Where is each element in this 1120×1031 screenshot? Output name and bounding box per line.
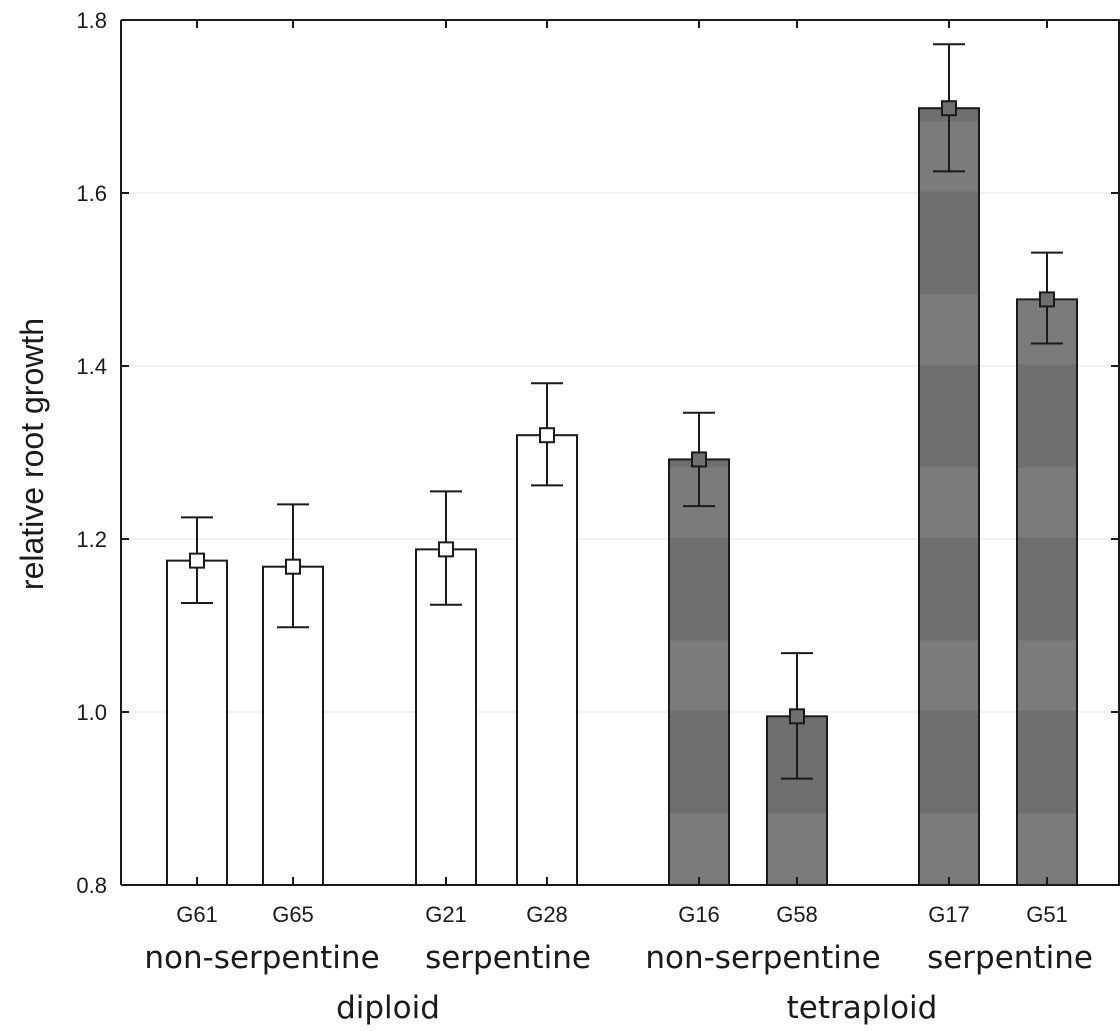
group-label-tetraploid: tetraploid (787, 990, 938, 1026)
category-label-G65: G65 (272, 902, 314, 927)
mean-markers (189, 100, 1055, 725)
bar-band (1018, 813, 1076, 884)
bars (166, 107, 1078, 887)
axes (120, 19, 1120, 886)
y-tick-label: 1.6 (76, 181, 107, 206)
mean-marker-G16 (691, 451, 707, 468)
bar-band (920, 640, 978, 711)
bar-band (920, 294, 978, 365)
mean-marker-G65 (285, 558, 301, 575)
group-label-diploid: diploid (336, 990, 440, 1026)
subgroup-label: non-serpentine (645, 940, 880, 976)
category-label-G21: G21 (425, 902, 467, 927)
mean-marker-G28 (539, 427, 555, 444)
y-tick-label: 1.4 (76, 354, 107, 379)
bar-band (670, 813, 728, 884)
y-tick-label: 1.0 (76, 700, 107, 725)
y-axis-label: relative root growth (14, 318, 50, 590)
subgroup-label: serpentine (927, 940, 1093, 976)
bar-band (1018, 467, 1076, 538)
subgroup-label: non-serpentine (144, 940, 379, 976)
category-label-G61: G61 (176, 902, 218, 927)
y-tick-label: 1.2 (76, 527, 107, 552)
category-label-G16: G16 (678, 902, 720, 927)
bar-band (920, 467, 978, 538)
bar-band (670, 640, 728, 711)
mean-marker-G61 (189, 552, 205, 569)
bar-band (1018, 640, 1076, 711)
y-tick-label: 1.8 (76, 8, 107, 33)
category-label-G28: G28 (526, 902, 568, 927)
bar-band (768, 813, 826, 884)
bar-G61 (166, 559, 228, 886)
mean-marker-G58 (789, 708, 805, 725)
y-tick-label: 0.8 (76, 873, 107, 898)
mean-marker-G17 (941, 100, 957, 117)
mean-marker-G21 (438, 541, 454, 558)
category-label-G51: G51 (1026, 902, 1068, 927)
labels: 0.8 1.0 1.2 1.4 1.6 1.8 G61 G65 G21 G28 G16 G58 G17 G… (76, 8, 1093, 1026)
bar-G28 (516, 434, 578, 886)
subgroup-label: serpentine (425, 940, 591, 976)
mean-marker-G51 (1039, 291, 1055, 308)
category-label-G58: G58 (776, 902, 818, 927)
bar-G51 (1016, 298, 1078, 886)
category-label-G17: G17 (928, 902, 970, 927)
bar-band (920, 813, 978, 884)
